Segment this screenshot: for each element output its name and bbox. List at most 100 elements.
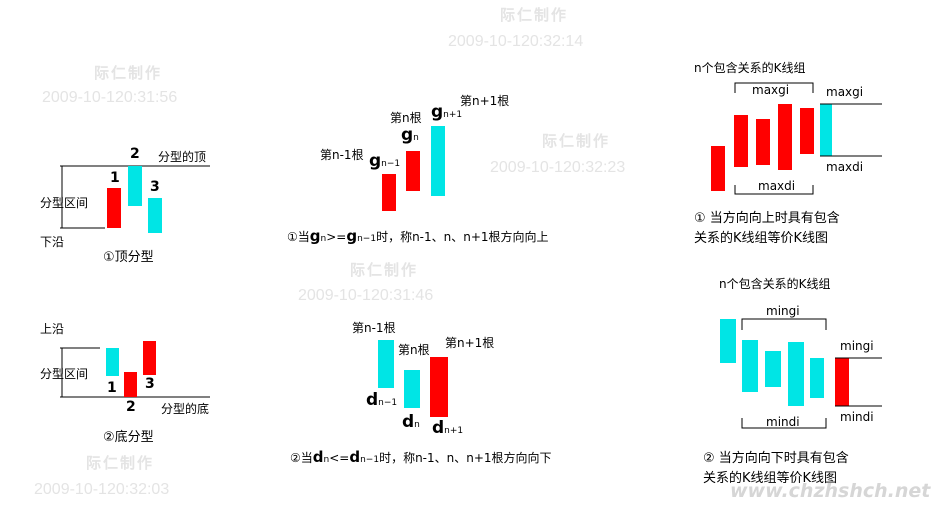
down-group-label: n个包含关系的K线组: [719, 277, 831, 291]
up-maxd-bottom: maxdi: [758, 179, 796, 193]
down-direction-diagram: [378, 340, 448, 417]
subscript: n: [413, 133, 419, 143]
subscript: n: [320, 234, 327, 244]
top-fractal-num-2: 2: [130, 146, 140, 162]
bottom-fractal-top-label: 上沿: [40, 322, 65, 336]
top-fractal-top-label: 分型的顶: [158, 150, 207, 164]
caption-prefix: ①当: [287, 230, 310, 244]
up-direction-caption: ①当gn>=gn−1时，称n-1、n、n+1根方向向上: [287, 229, 549, 244]
down-group-bar-4: [788, 342, 804, 406]
bottom-fractal-bar-3: [143, 341, 156, 375]
up-g-n: gn: [401, 127, 419, 144]
up-bar-n-1: [382, 174, 396, 211]
subscript: n+1: [444, 426, 464, 436]
d-symbol: d: [312, 448, 324, 466]
g-symbol: g: [431, 102, 444, 122]
up-label-n+1: 第n+1根: [460, 94, 510, 108]
down-equivalent-bar: [835, 358, 849, 406]
down-bar-n-1: [378, 340, 394, 388]
down-d-n-1: dn−1: [366, 392, 397, 409]
up-group-bar-1: [711, 146, 725, 191]
top-fractal-diagram: [58, 162, 210, 233]
down-group-bar-1: [720, 319, 736, 363]
bottom-fractal-num-2: 2: [126, 399, 136, 415]
down-containment-caption-1: ② 当方向向下时具有包含: [703, 451, 849, 466]
watermark-timestamp: 2009-10-120:32:14: [448, 33, 584, 50]
up-group-label: n个包含关系的K线组: [694, 61, 806, 75]
up-group-bar-4: [778, 104, 792, 170]
caption-suffix: 时，称n-1、n、n+1根方向向上: [376, 230, 549, 244]
watermark-brand: 际仁制作: [542, 132, 611, 150]
top-fractal-range-label: 分型区间: [40, 196, 89, 210]
down-bar-n+1: [430, 357, 448, 417]
down-containment-caption-2: 关系的K线组等价K线图: [703, 471, 838, 486]
bottom-fractal-bar-1: [106, 348, 119, 376]
d-symbol: d: [366, 390, 379, 410]
up-containment-diagram: [711, 82, 882, 195]
up-containment-caption-2: 关系的K线组等价K线图: [694, 231, 829, 246]
up-bar-n+1: [431, 126, 445, 196]
watermark-brand: 际仁制作: [86, 454, 155, 472]
down-label-n+1: 第n+1根: [445, 336, 495, 350]
up-g-n+1: gn+1: [431, 104, 462, 121]
up-label-n-1: 第n-1根: [320, 148, 364, 162]
d-symbol: d: [402, 412, 415, 432]
up-group-bar-5: [800, 108, 814, 154]
bottom-fractal-bar-2: [124, 372, 137, 397]
caption-operator: <=: [329, 451, 350, 465]
up-maxg-right: maxgi: [826, 85, 864, 99]
down-d-n: dn: [402, 414, 420, 431]
subscript: n−1: [360, 455, 380, 465]
watermark-brand: 际仁制作: [94, 64, 163, 82]
top-fractal-bar-2: [128, 166, 142, 206]
down-mind-right: mindi: [840, 410, 874, 424]
top-fractal-bar-1: [107, 188, 121, 228]
down-group-bar-2: [742, 340, 758, 392]
subscript: n−1: [381, 159, 401, 169]
d-symbol: d: [349, 448, 361, 466]
subscript: n−1: [378, 398, 398, 408]
up-containment-caption-1: ① 当方向向上时具有包含: [694, 211, 840, 226]
caption-operator: >=: [326, 230, 347, 244]
caption-suffix: 时，称n-1、n、n+1根方向向下: [379, 451, 552, 465]
subscript: n−1: [357, 234, 377, 244]
watermark-timestamp: 2009-10-120:31:56: [42, 89, 178, 106]
g-symbol: g: [401, 125, 414, 145]
down-containment-diagram: [720, 318, 882, 429]
watermark-timestamp: 2009-10-120:32:03: [34, 481, 170, 498]
subscript: n+1: [443, 110, 463, 120]
top-fractal-caption: ①顶分型: [103, 250, 154, 265]
watermark-brand: 际仁制作: [350, 261, 419, 279]
down-bar-n: [404, 370, 420, 408]
up-g-n-1: gn−1: [369, 153, 400, 170]
watermark-timestamp: 2009-10-120:31:46: [298, 287, 434, 304]
bottom-fractal-diagram: [58, 341, 210, 401]
down-d-n+1: dn+1: [432, 420, 463, 437]
down-mind-bottom: mindi: [766, 415, 800, 429]
up-group-bar-2: [734, 115, 748, 167]
bottom-fractal-num-3: 3: [145, 376, 155, 392]
top-fractal-num-1: 1: [110, 170, 120, 186]
watermark-site: www.chzhshch.net: [730, 480, 931, 502]
up-group-bar-3: [756, 119, 770, 165]
subscript: n: [414, 420, 420, 430]
g-symbol: g: [309, 227, 321, 245]
caption-prefix: ②当: [290, 451, 313, 465]
d-symbol: d: [432, 418, 445, 438]
up-equivalent-bar: [820, 104, 832, 156]
bottom-fractal-bottom-label: 分型的底: [161, 402, 210, 416]
bottom-fractal-caption: ②底分型: [103, 430, 154, 445]
bottom-fractal-range-label: 分型区间: [40, 367, 89, 381]
down-direction-caption: ②当dn<=dn−1时，称n-1、n、n+1根方向向下: [290, 450, 552, 465]
down-group-bar-3: [765, 351, 781, 387]
watermark-timestamp: 2009-10-120:32:23: [490, 159, 626, 176]
up-direction-diagram: [382, 126, 445, 211]
down-label-n: 第n根: [398, 343, 430, 357]
top-fractal-bottom-label: 下沿: [40, 235, 65, 249]
up-bar-n: [406, 151, 420, 191]
up-label-n: 第n根: [390, 111, 422, 125]
down-group-bar-5: [810, 358, 824, 398]
down-ming-right: mingi: [840, 339, 874, 353]
subscript: n: [323, 455, 330, 465]
